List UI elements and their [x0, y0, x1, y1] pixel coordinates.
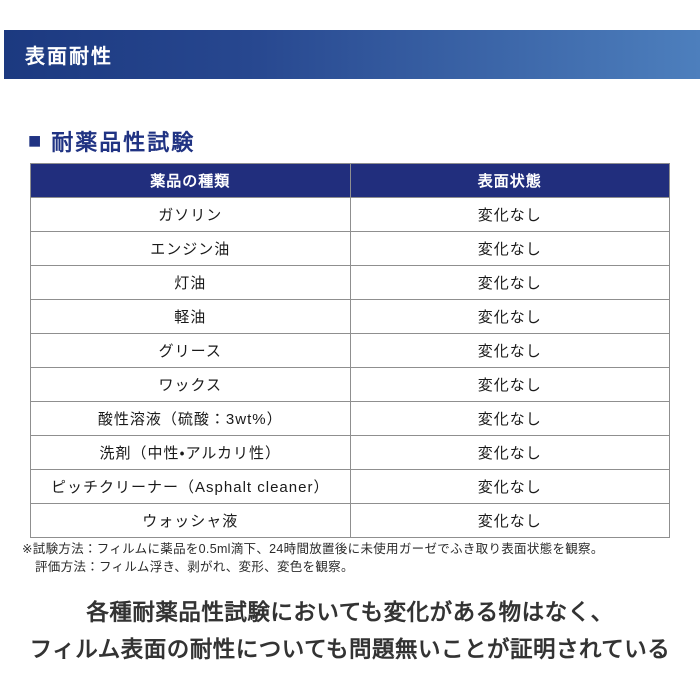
conclusion-line: フィルム表面の耐性についても問題無いことが証明されている	[29, 637, 671, 662]
table-row: 軽油 変化なし	[30, 299, 670, 334]
table-row: ワックス 変化なし	[30, 367, 670, 402]
state-cell: 変化なし	[349, 265, 670, 300]
state-cell: 変化なし	[349, 401, 670, 436]
chemical-cell: 軽油	[30, 299, 351, 334]
state-cell: 変化なし	[349, 197, 670, 232]
chemical-cell: ピッチクリーナー（Asphalt cleaner）	[30, 469, 351, 504]
footnote-line: ※試験方法：フィルムに薬品を0.5ml滴下、24時間放置後に未使用ガーゼでふき取…	[22, 542, 604, 556]
chemical-cell: 酸性溶液（硫酸：3wt%）	[30, 401, 351, 436]
banner-title: 表面耐性	[25, 46, 113, 68]
section-heading: ■ 耐薬品性試験	[28, 125, 195, 157]
chemical-cell: 洗剤（中性・アルカリ性）	[30, 435, 351, 470]
chemical-cell: ワックス	[30, 367, 351, 402]
state-cell: 変化なし	[349, 503, 670, 538]
state-cell: 変化なし	[349, 435, 670, 470]
footnote-line: 評価方法：フィルム浮き、剥がれ、変形、変色を観察。	[35, 560, 354, 574]
table-row: ピッチクリーナー（Asphalt cleaner） 変化なし	[30, 469, 670, 504]
chemical-cell: ウォッシャ液	[30, 503, 351, 538]
section-title: 耐薬品性試験	[51, 130, 196, 155]
chemical-cell: 灯油	[30, 265, 351, 300]
column-header-state: 表面状態	[349, 163, 670, 198]
state-cell: 変化なし	[349, 469, 670, 504]
chemical-cell: エンジン油	[30, 231, 351, 266]
square-bullet-icon: ■	[28, 128, 44, 153]
table-header-row: 薬品の種類 表面状態	[30, 163, 670, 198]
table-row: グリース 変化なし	[30, 333, 670, 368]
state-cell: 変化なし	[349, 299, 670, 334]
table-row: 灯油 変化なし	[30, 265, 670, 300]
table-row: ウォッシャ液 変化なし	[30, 503, 670, 538]
state-cell: 変化なし	[349, 367, 670, 402]
chemical-cell: ガソリン	[30, 197, 351, 232]
conclusion-line: 各種耐薬品性試験においても変化がある物はなく、	[86, 600, 614, 625]
test-method-footnote: ※試験方法：フィルムに薬品を0.5ml滴下、24時間放置後に未使用ガーゼでふき取…	[22, 540, 684, 576]
table-row: ガソリン 変化なし	[30, 197, 670, 232]
chemical-cell: グリース	[30, 333, 351, 368]
column-header-chemical: 薬品の種類	[30, 163, 351, 198]
table-row: エンジン油 変化なし	[30, 231, 670, 266]
header-banner: 表面耐性	[4, 30, 700, 79]
conclusion-text: 各種耐薬品性試験においても変化がある物はなく、 フィルム表面の耐性についても問題…	[0, 594, 700, 668]
state-cell: 変化なし	[349, 231, 670, 266]
table-row: 酸性溶液（硫酸：3wt%） 変化なし	[30, 401, 670, 436]
chemical-resistance-table: 薬品の種類 表面状態 ガソリン 変化なし エンジン油 変化なし 灯油 変化なし …	[30, 163, 670, 538]
table-row: 洗剤（中性・アルカリ性） 変化なし	[30, 435, 670, 470]
state-cell: 変化なし	[349, 333, 670, 368]
